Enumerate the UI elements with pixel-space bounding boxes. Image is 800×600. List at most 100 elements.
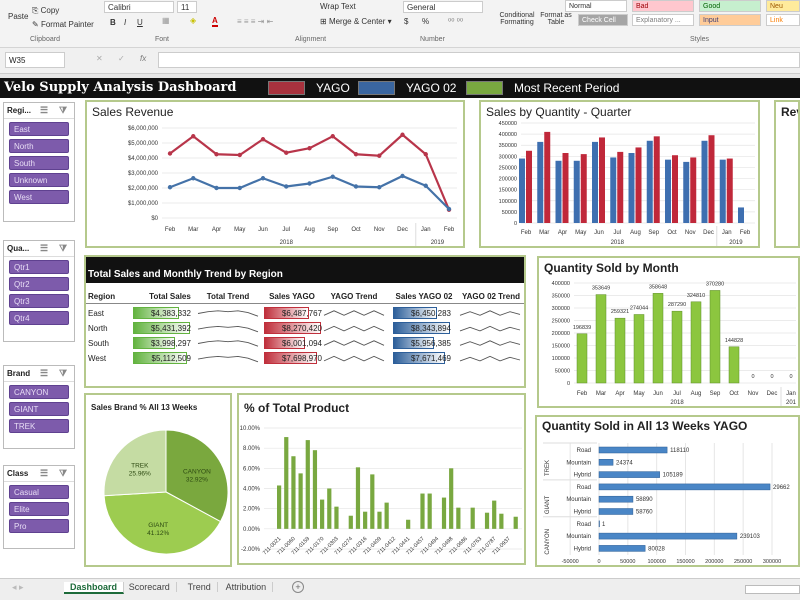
- bar: [672, 155, 678, 223]
- slicer-item-east[interactable]: East: [9, 122, 69, 136]
- format-as-table-button[interactable]: Format as Table: [540, 12, 572, 26]
- pct-total-product-chart: -2.00%0.00%2.00%4.00%6.00%8.00%10.00%711…: [240, 426, 522, 556]
- fill-color-icon[interactable]: ◈: [190, 16, 197, 25]
- slicer-item-qtr1[interactable]: Qtr1: [9, 260, 69, 274]
- copy-button[interactable]: ⎘ Copy: [32, 6, 59, 16]
- yago02-cell: $8,343,894: [410, 324, 451, 333]
- total-cell: $4,383,332: [150, 309, 191, 318]
- cell-style-check-cell[interactable]: Check Cell: [578, 14, 628, 26]
- wrap-text-button[interactable]: Wrap Text: [320, 2, 356, 11]
- tab-scorecard[interactable]: Scorecard: [123, 582, 177, 592]
- bar: [598, 532, 738, 540]
- bar: [499, 513, 504, 529]
- clear-filter-icon[interactable]: ⧩: [59, 243, 68, 253]
- region-table-panel: Total Sales and Monthly Trend by Region …: [84, 255, 526, 388]
- multi-select-icon[interactable]: ☰: [40, 105, 49, 115]
- name-box[interactable]: W35: [5, 52, 65, 68]
- merge-center-button[interactable]: ⊞ Merge & Center ▾: [320, 17, 392, 26]
- tab-dashboard[interactable]: Dashboard: [64, 582, 125, 594]
- clear-filter-icon[interactable]: ⧩: [59, 468, 68, 478]
- x-tick-label: Jul: [613, 230, 621, 236]
- x-tick-label: -50000: [562, 559, 579, 565]
- pie-slice-trek: [103, 429, 167, 497]
- currency-button[interactable]: $: [404, 17, 409, 26]
- tab-scroll-arrows[interactable]: ◂ ▸: [12, 582, 24, 592]
- y-tick-label: 400000: [552, 281, 570, 287]
- font-color-icon[interactable]: A: [212, 16, 218, 27]
- font-size-select[interactable]: 11: [177, 1, 197, 13]
- x-tick-label: Nov: [374, 227, 385, 233]
- slicer-item-unknown[interactable]: Unknown: [9, 173, 69, 187]
- x-tick-label: Oct: [667, 230, 677, 236]
- multi-select-icon[interactable]: ☰: [40, 243, 49, 253]
- data-point: [307, 181, 312, 186]
- slicer-item-canyon[interactable]: CANYON: [9, 385, 69, 399]
- clear-filter-icon[interactable]: ⧩: [59, 368, 68, 378]
- x-tick-label: 0: [597, 559, 600, 565]
- slicer-item-pro[interactable]: Pro: [9, 519, 69, 533]
- cell-style-link[interactable]: Link: [766, 14, 800, 26]
- slicer-item-west[interactable]: West: [9, 190, 69, 204]
- data-bar: [393, 352, 446, 364]
- align-icons[interactable]: ≡ ≡ ≡ ⇥ ⇤: [237, 17, 274, 26]
- italic-button[interactable]: I: [124, 18, 127, 27]
- number-format-select[interactable]: General: [403, 1, 483, 13]
- cell-style-good[interactable]: Good: [699, 0, 761, 12]
- bold-button[interactable]: B: [110, 18, 116, 27]
- slicer-qua: Qua... ☰ ⧩ Qtr1 Qtr2 Qtr3 Qtr4: [3, 240, 75, 342]
- cell-style-normal[interactable]: Normal: [565, 0, 627, 12]
- clear-filter-icon[interactable]: ⧩: [59, 105, 68, 115]
- category-label: Hybrid: [574, 473, 591, 479]
- enter-icon[interactable]: ✓: [118, 54, 125, 63]
- y-tick-label: $2,000,000: [128, 186, 159, 192]
- region-cell: East: [88, 309, 105, 318]
- dashboard-header: Velo Supply Analysis Dashboard YAGO YAGO…: [0, 78, 800, 98]
- new-sheet-button[interactable]: +: [292, 581, 304, 593]
- slicer-item-casual[interactable]: Casual: [9, 485, 69, 499]
- format-painter-button[interactable]: ✎ Format Painter: [32, 20, 94, 29]
- font-name-select[interactable]: Calibri: [104, 1, 174, 13]
- slicer-item-qtr4[interactable]: Qtr4: [9, 311, 69, 325]
- horizontal-scrollbar[interactable]: [745, 585, 800, 594]
- cancel-icon[interactable]: ✕: [96, 54, 103, 63]
- brand-label: CANYON: [545, 529, 551, 555]
- y-tick-label: 150000: [499, 188, 517, 194]
- insert-function-icon[interactable]: fx: [140, 54, 147, 63]
- slicer-item-qtr3[interactable]: Qtr3: [9, 294, 69, 308]
- legend-swatch-recent: [466, 81, 503, 95]
- data-label: 196839: [573, 325, 591, 331]
- borders-icon[interactable]: ▦: [162, 16, 170, 25]
- data-bar: [133, 352, 187, 364]
- percent-button[interactable]: %: [422, 17, 430, 26]
- decimal-icons[interactable]: ⁰⁰ ⁰⁰: [448, 17, 464, 26]
- multi-select-icon[interactable]: ☰: [40, 368, 49, 378]
- paste-button[interactable]: Paste: [8, 12, 29, 21]
- slicer-item-south[interactable]: South: [9, 156, 69, 170]
- cell-style-explanatory-[interactable]: Explanatory ...: [632, 14, 694, 26]
- brand-label: GIANT: [545, 495, 551, 514]
- cell-style-neu[interactable]: Neu: [766, 0, 800, 12]
- data-point: [400, 132, 405, 137]
- underline-button[interactable]: U: [137, 18, 143, 27]
- conditional-formatting-button[interactable]: Conditional Formatting: [499, 12, 535, 26]
- bar: [377, 511, 382, 529]
- data-label: 358648: [649, 284, 667, 290]
- bar: [384, 502, 389, 529]
- cell-style-bad[interactable]: Bad: [632, 0, 694, 12]
- sparkline-path: [197, 325, 259, 333]
- slicer-item-qtr2[interactable]: Qtr2: [9, 277, 69, 291]
- y-tick-label: 300000: [499, 154, 517, 160]
- multi-select-icon[interactable]: ☰: [40, 468, 49, 478]
- chart-title: Quantity Sold in All 13 Weeks YAGO: [542, 419, 748, 433]
- slicer-item-elite[interactable]: Elite: [9, 502, 69, 516]
- formula-input[interactable]: [158, 52, 800, 68]
- sparkline-path: [459, 325, 521, 332]
- slicer-item-north[interactable]: North: [9, 139, 69, 153]
- tab-attribution[interactable]: Attribution: [220, 582, 274, 592]
- x-group-label: 2019: [431, 240, 445, 246]
- cell-style-input[interactable]: Input: [699, 14, 761, 26]
- tab-trend[interactable]: Trend: [182, 582, 218, 592]
- data-label: 105189: [663, 473, 684, 479]
- slicer-item-trek[interactable]: TREK: [9, 419, 69, 433]
- slicer-item-giant[interactable]: GIANT: [9, 402, 69, 416]
